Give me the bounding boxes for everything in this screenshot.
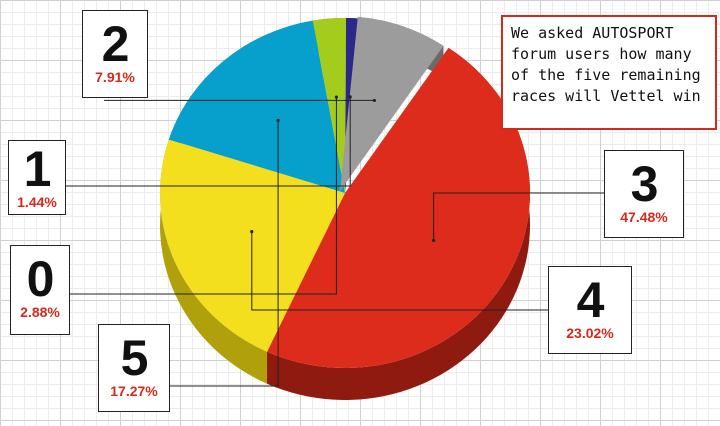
slice-label-5: 5 17.27% [98, 324, 170, 412]
pie-slices [160, 16, 530, 368]
slice-category-4: 4 [576, 272, 605, 328]
leader-dot-5 [276, 118, 280, 123]
leader-line-5 [170, 120, 279, 387]
slice-percent-3: 47.48% [620, 209, 668, 225]
slice-percent-4: 23.02% [566, 325, 614, 341]
slice-label-2: 2 7.91% [82, 10, 148, 98]
slice-percent-5: 17.27% [110, 383, 158, 399]
slice-2 [340, 16, 444, 191]
slice-label-0: 0 2.88% [10, 245, 70, 335]
slice-side-3 [267, 47, 531, 401]
leader-dot-1 [348, 95, 352, 99]
slice-percent-0: 2.88% [20, 304, 60, 320]
slice-percent-2: 7.91% [95, 69, 135, 85]
survey-note: We asked AUTOSPORT forum users how many … [501, 15, 717, 130]
slice-category-2: 2 [101, 16, 130, 72]
slice-category-0: 0 [26, 251, 55, 307]
leader-dot-3 [431, 238, 436, 242]
slice-label-1: 1 1.44% [8, 140, 66, 215]
slice-category-1: 1 [23, 141, 52, 197]
slice-4 [160, 139, 345, 352]
leader-lines [66, 95, 604, 387]
leader-line-0 [70, 97, 337, 295]
slice-category-5: 5 [120, 330, 149, 386]
slice-0 [312, 17, 347, 193]
leader-line-1 [66, 96, 351, 187]
slice-label-4: 4 23.02% [548, 266, 632, 354]
slice-category-3: 3 [630, 156, 659, 212]
leader-line-3 [433, 192, 604, 241]
slice-percent-1: 1.44% [17, 194, 57, 210]
slice-3 [267, 47, 530, 368]
leader-dot-2 [372, 98, 377, 103]
leader-dot-4 [250, 229, 254, 234]
slice-5 [168, 20, 345, 193]
leader-dot-0 [334, 95, 339, 99]
slice-label-3: 3 47.48% [604, 150, 684, 238]
slice-side-4 [159, 139, 268, 384]
leader-line-4 [251, 231, 548, 311]
